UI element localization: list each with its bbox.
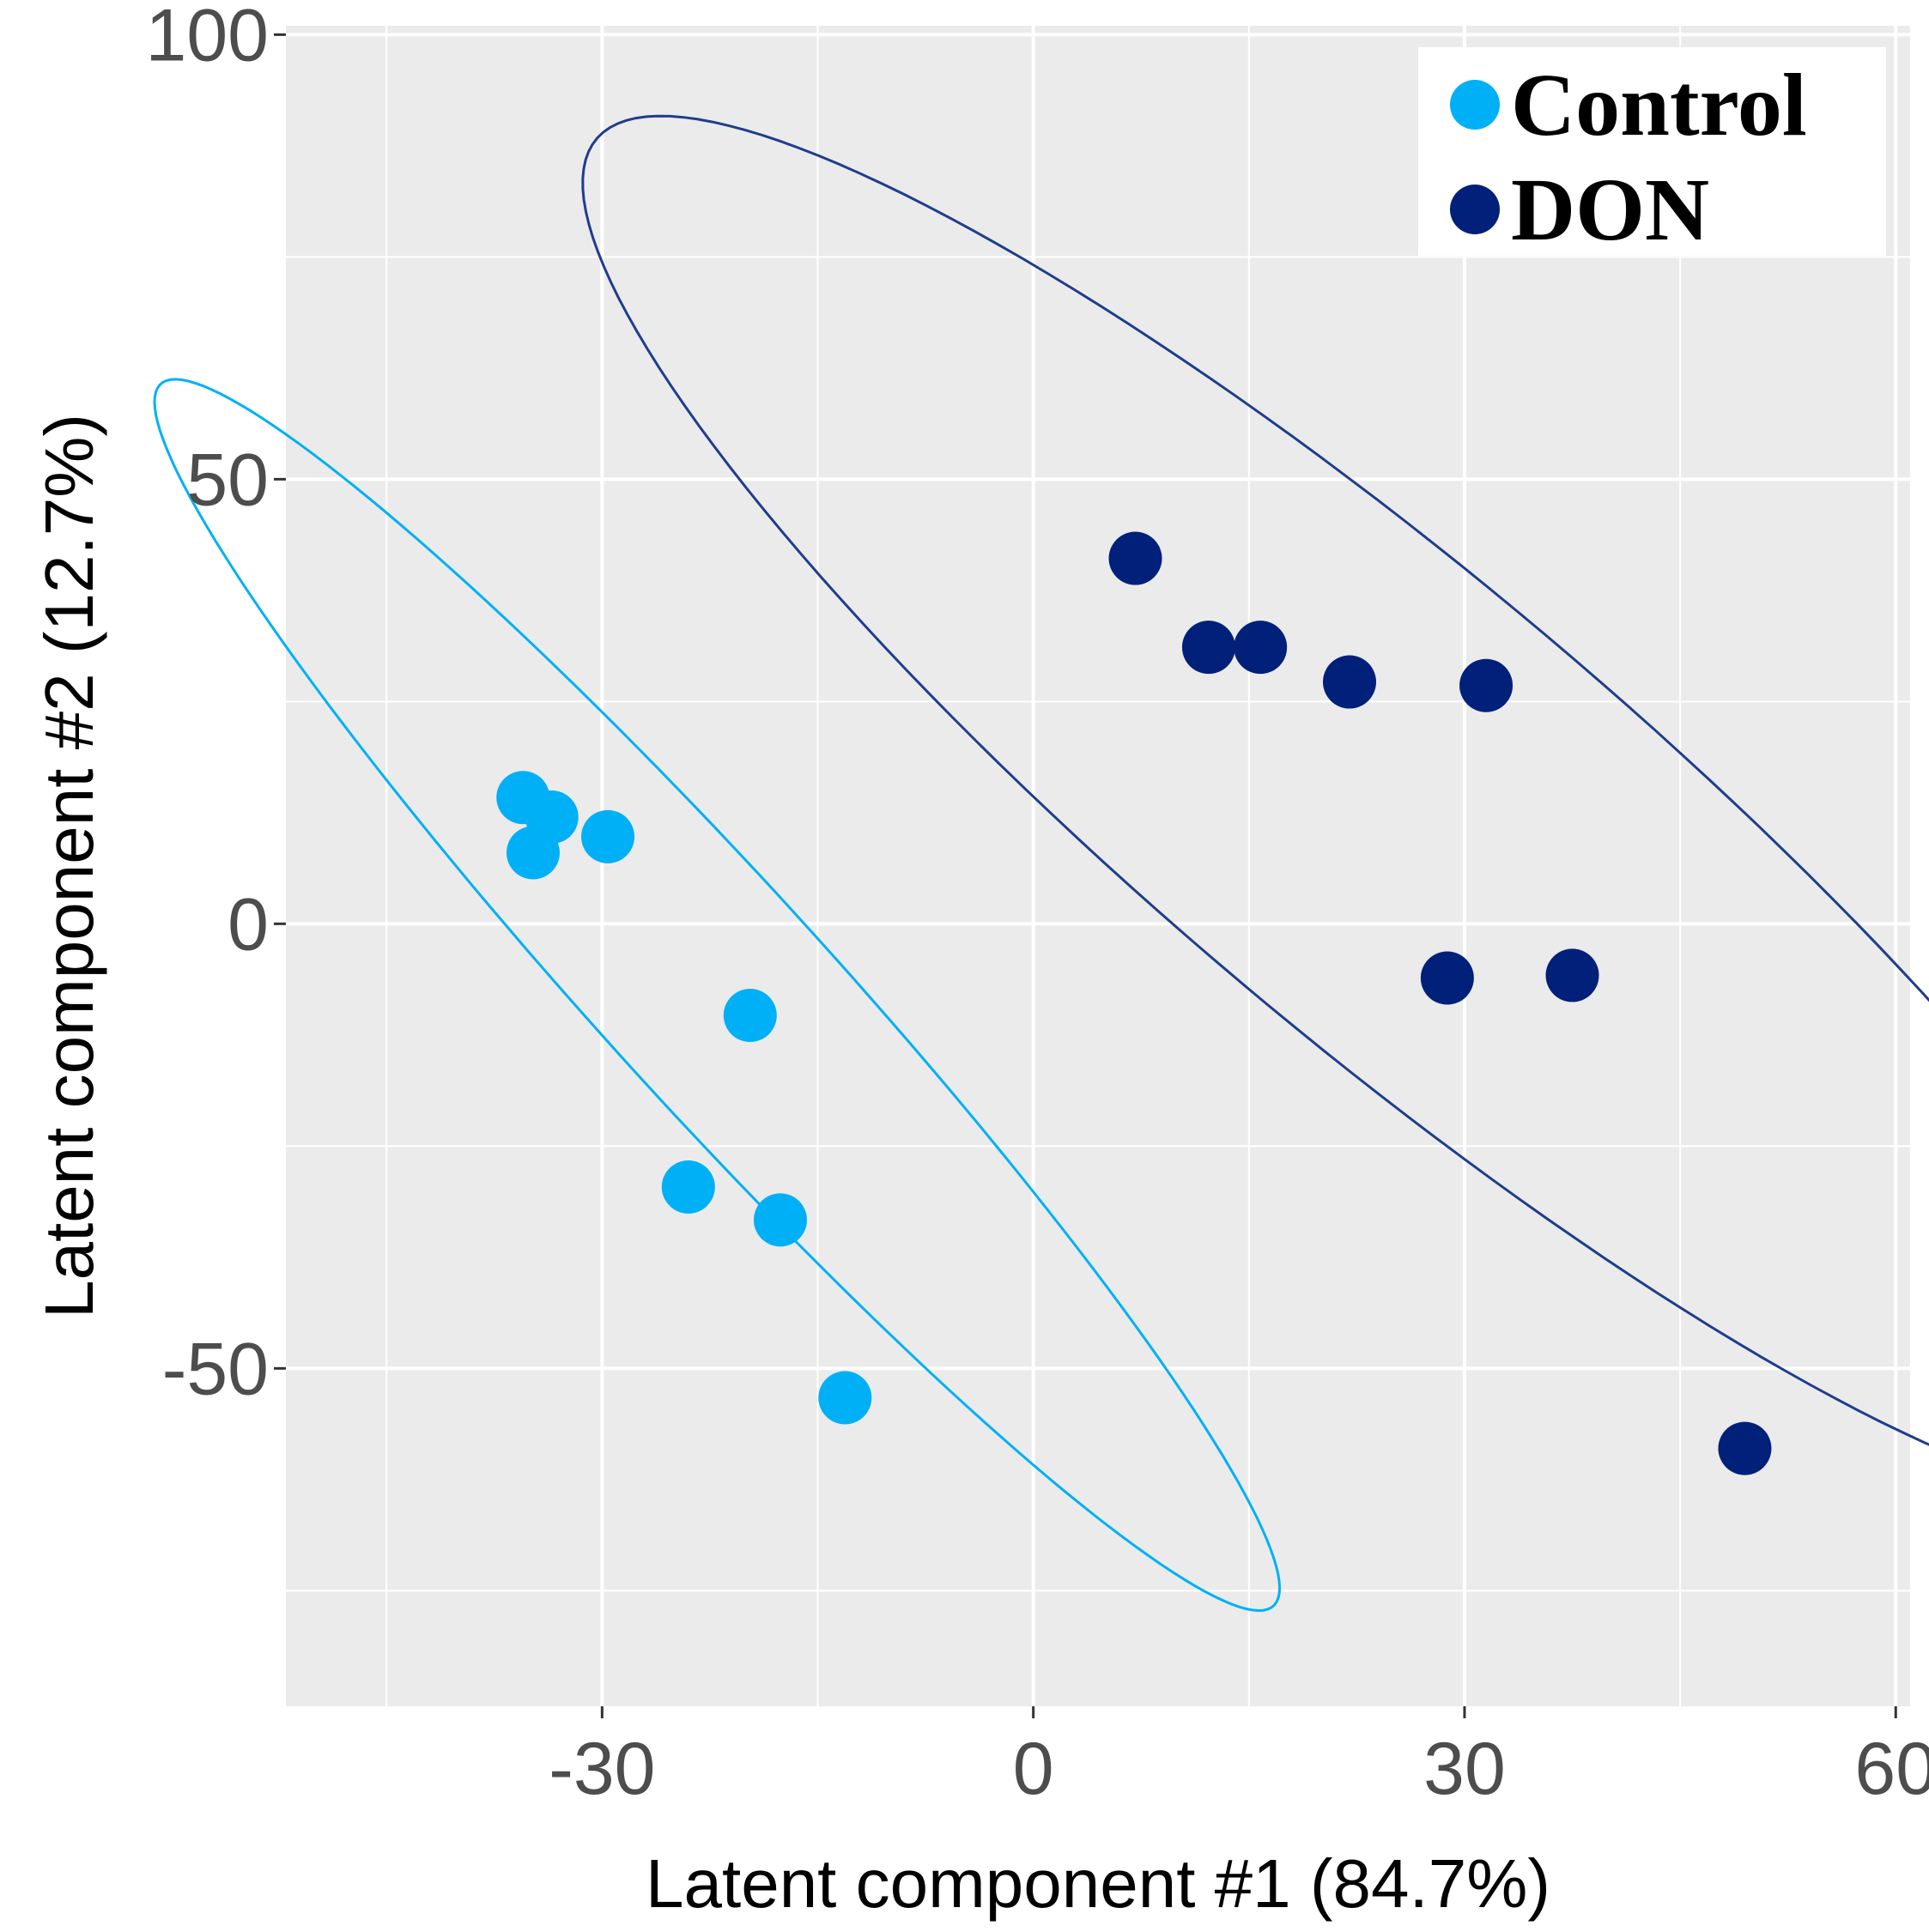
confidence-ellipses xyxy=(153,114,1929,1613)
y-tick-label: 0 xyxy=(227,883,269,966)
point-don xyxy=(1108,531,1162,585)
point-control xyxy=(581,809,635,863)
y-tick-label: -50 xyxy=(162,1328,269,1410)
ellipse-control xyxy=(153,378,1282,1613)
legend-key-don xyxy=(1450,185,1500,234)
legend-key-control xyxy=(1450,80,1500,130)
y-tick-label: 50 xyxy=(186,439,269,521)
y-tick-label: 100 xyxy=(146,0,270,76)
point-control xyxy=(723,989,777,1043)
x-tick-label: 0 xyxy=(1013,1728,1054,1810)
legend: Control DON xyxy=(1418,47,1886,259)
x-axis-ticks: -30 0 30 60 xyxy=(549,1706,1929,1810)
legend-label-control: Control xyxy=(1511,56,1807,154)
point-control xyxy=(661,1160,715,1214)
point-control xyxy=(753,1193,807,1247)
point-control xyxy=(818,1371,872,1425)
point-don xyxy=(1181,621,1235,675)
point-don xyxy=(1234,621,1288,675)
point-control xyxy=(506,826,560,880)
ellipse-don xyxy=(581,114,1929,1446)
point-don xyxy=(1459,658,1513,712)
x-tick-label: 60 xyxy=(1854,1728,1929,1810)
legend-label-don: DON xyxy=(1511,160,1709,259)
point-don xyxy=(1323,655,1377,709)
y-axis-title: Latent component #2 (12.7%) xyxy=(31,414,107,1318)
data-points xyxy=(496,531,1772,1475)
x-axis-title: Latent component #1 (84.7%) xyxy=(646,1845,1550,1922)
point-don xyxy=(1420,951,1474,1005)
major-gridlines xyxy=(286,26,1910,1706)
point-don xyxy=(1545,948,1599,1002)
x-tick-label: 30 xyxy=(1423,1728,1506,1810)
minor-gridlines xyxy=(286,26,1910,1706)
point-don xyxy=(1718,1421,1772,1475)
x-tick-label: -30 xyxy=(549,1728,655,1810)
y-axis-ticks: -50 0 50 100 xyxy=(146,0,286,1410)
